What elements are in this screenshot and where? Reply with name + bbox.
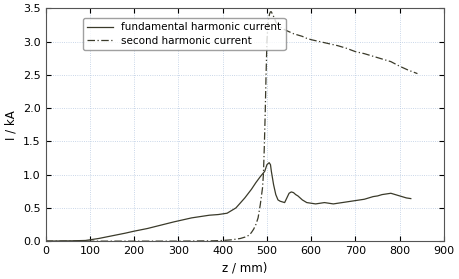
fundamental harmonic current bbox=[43, 239, 48, 243]
second harmonic current bbox=[406, 69, 411, 72]
second harmonic current bbox=[43, 239, 48, 243]
second harmonic current bbox=[260, 186, 265, 190]
fundamental harmonic current bbox=[286, 192, 292, 195]
second harmonic current bbox=[261, 173, 266, 176]
Line: fundamental harmonic current: fundamental harmonic current bbox=[45, 163, 411, 241]
second harmonic current bbox=[291, 32, 296, 35]
second harmonic current bbox=[304, 37, 309, 40]
fundamental harmonic current bbox=[403, 196, 409, 199]
Y-axis label: I / kA: I / kA bbox=[5, 110, 17, 140]
fundamental harmonic current bbox=[277, 199, 283, 203]
fundamental harmonic current bbox=[249, 187, 254, 191]
second harmonic current bbox=[268, 10, 273, 13]
Line: second harmonic current: second harmonic current bbox=[45, 12, 417, 241]
fundamental harmonic current bbox=[326, 201, 332, 205]
second harmonic current bbox=[251, 227, 257, 231]
fundamental harmonic current bbox=[408, 197, 414, 200]
second harmonic current bbox=[414, 72, 420, 75]
X-axis label: z / mm): z / mm) bbox=[222, 261, 268, 275]
fundamental harmonic current bbox=[233, 206, 239, 210]
Legend: fundamental harmonic current, second harmonic current: fundamental harmonic current, second har… bbox=[83, 18, 285, 50]
fundamental harmonic current bbox=[266, 161, 272, 164]
